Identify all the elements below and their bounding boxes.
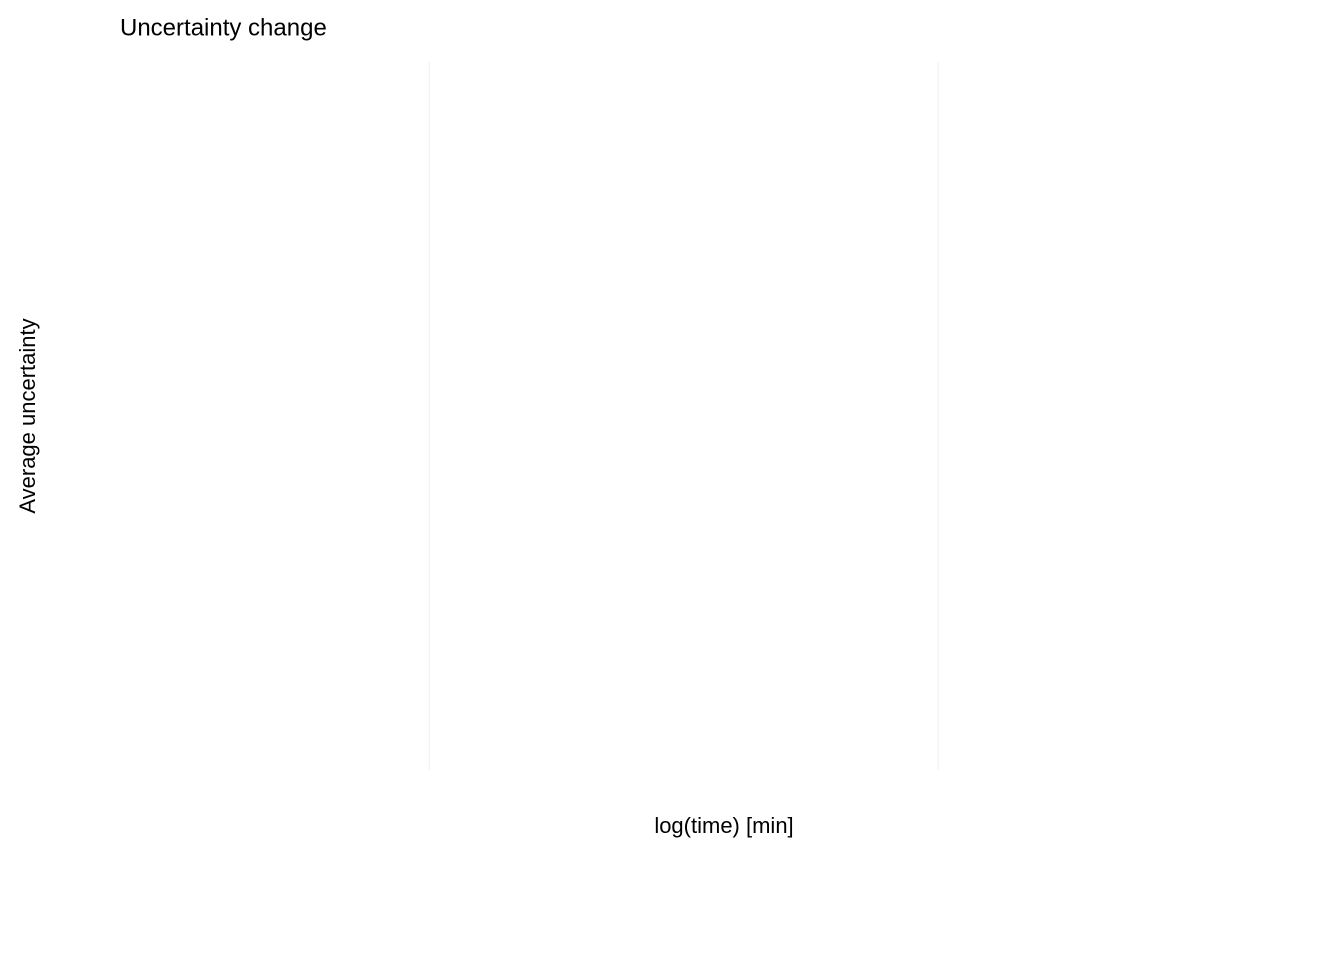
x-axis-label: log(time) [min] (654, 813, 793, 838)
chart-title: Uncertainty change (120, 14, 327, 41)
y-axis-label: Average uncertainty (15, 318, 40, 513)
